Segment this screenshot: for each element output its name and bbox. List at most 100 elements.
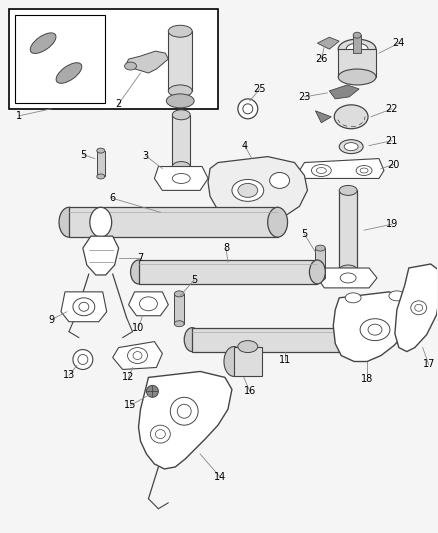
Ellipse shape (59, 207, 79, 237)
Ellipse shape (311, 165, 331, 176)
Polygon shape (126, 51, 168, 73)
Text: 21: 21 (386, 136, 398, 146)
Ellipse shape (345, 293, 361, 303)
Ellipse shape (353, 32, 361, 38)
Ellipse shape (133, 352, 142, 360)
Text: 6: 6 (110, 193, 116, 204)
Polygon shape (83, 236, 119, 275)
Ellipse shape (315, 245, 325, 251)
Ellipse shape (170, 397, 198, 425)
Ellipse shape (124, 62, 137, 70)
Ellipse shape (97, 174, 105, 179)
Ellipse shape (360, 168, 368, 173)
Polygon shape (329, 85, 359, 99)
Bar (168, 31, 192, 91)
Ellipse shape (155, 430, 165, 439)
Ellipse shape (127, 348, 148, 364)
Polygon shape (61, 292, 107, 322)
Ellipse shape (73, 298, 95, 316)
Polygon shape (129, 292, 168, 316)
Bar (353, 35, 361, 53)
Bar (339, 190, 357, 270)
Text: 16: 16 (244, 386, 256, 397)
Ellipse shape (368, 324, 382, 335)
Text: 1: 1 (16, 111, 22, 121)
Text: 9: 9 (48, 314, 54, 325)
Polygon shape (208, 157, 307, 220)
Polygon shape (395, 264, 438, 352)
Bar (192, 328, 381, 352)
Text: 7: 7 (138, 253, 144, 263)
Ellipse shape (411, 301, 427, 315)
Ellipse shape (415, 304, 423, 311)
Ellipse shape (389, 291, 405, 301)
Bar (15, 15, 105, 103)
Ellipse shape (243, 104, 253, 114)
Polygon shape (300, 158, 384, 179)
Ellipse shape (168, 25, 192, 37)
Polygon shape (242, 215, 265, 232)
Text: 5: 5 (191, 275, 197, 285)
Bar (338, 49, 376, 77)
Text: 4: 4 (242, 141, 248, 151)
Bar (174, 294, 184, 324)
Ellipse shape (174, 291, 184, 297)
Ellipse shape (172, 173, 190, 183)
Ellipse shape (131, 260, 146, 284)
Text: 10: 10 (132, 322, 145, 333)
Text: 24: 24 (392, 38, 405, 48)
Ellipse shape (73, 350, 93, 369)
Ellipse shape (172, 161, 190, 172)
Ellipse shape (356, 166, 372, 175)
Bar (9, 10, 218, 109)
Text: 17: 17 (423, 359, 435, 369)
Ellipse shape (238, 99, 258, 119)
Ellipse shape (344, 143, 358, 151)
Polygon shape (113, 342, 162, 369)
Ellipse shape (90, 207, 112, 237)
Text: 14: 14 (214, 472, 226, 482)
Ellipse shape (174, 321, 184, 327)
Ellipse shape (30, 33, 56, 53)
Text: 11: 11 (279, 354, 291, 365)
Text: 13: 13 (63, 370, 75, 381)
Ellipse shape (340, 273, 356, 283)
Ellipse shape (339, 140, 363, 154)
Text: 8: 8 (223, 243, 229, 253)
Bar (315, 248, 325, 278)
Text: 5: 5 (80, 150, 86, 159)
Ellipse shape (172, 110, 190, 120)
Text: 15: 15 (124, 400, 137, 410)
Ellipse shape (184, 328, 200, 352)
Bar (172, 115, 190, 166)
Text: 12: 12 (122, 373, 135, 382)
Ellipse shape (268, 207, 288, 237)
Ellipse shape (140, 297, 157, 311)
Ellipse shape (270, 173, 290, 188)
Ellipse shape (309, 260, 325, 284)
Text: 5: 5 (301, 229, 307, 239)
Bar (97, 151, 105, 176)
Text: 18: 18 (361, 374, 373, 384)
Ellipse shape (316, 167, 326, 173)
Ellipse shape (150, 425, 170, 443)
Polygon shape (318, 268, 377, 288)
Text: 19: 19 (386, 219, 398, 229)
Text: 23: 23 (298, 92, 311, 102)
Bar (138, 260, 318, 284)
Ellipse shape (78, 354, 88, 365)
Ellipse shape (373, 328, 389, 352)
Text: 25: 25 (254, 84, 266, 94)
Text: 22: 22 (385, 104, 398, 114)
Ellipse shape (315, 275, 325, 281)
Text: 3: 3 (142, 151, 148, 160)
Ellipse shape (56, 63, 82, 83)
Ellipse shape (338, 39, 376, 59)
Polygon shape (155, 166, 208, 190)
Ellipse shape (238, 341, 258, 352)
Ellipse shape (166, 94, 194, 108)
Ellipse shape (360, 319, 390, 341)
Ellipse shape (232, 180, 264, 201)
Text: 20: 20 (388, 159, 400, 169)
Ellipse shape (177, 404, 191, 418)
